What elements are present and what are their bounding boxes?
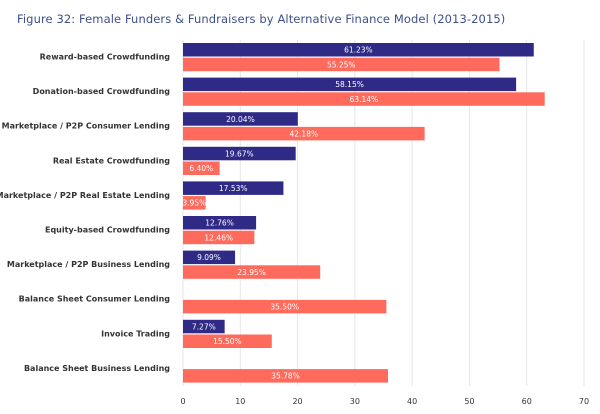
data-label: 55.25% — [327, 60, 356, 69]
category-label: Balance Sheet Business Lending — [24, 364, 170, 373]
bar-navy — [183, 319, 225, 334]
bar-navy — [183, 181, 284, 195]
data-label: 7.27% — [192, 322, 216, 331]
chart-title: Figure 32: Female Funders & Fundraisers … — [17, 12, 506, 26]
category-label: Donation-based Crowdfunding — [33, 87, 171, 96]
data-label: 17.53% — [219, 184, 248, 193]
data-label: 58.15% — [335, 80, 364, 89]
data-label: 3.95% — [182, 199, 206, 208]
data-label: 20.04% — [226, 115, 255, 124]
bar-coral — [183, 230, 255, 245]
bar-navy — [183, 146, 296, 161]
bar-navy — [183, 250, 236, 265]
category-label: Marketplace / P2P Business Lending — [7, 260, 170, 269]
data-label: 9.09% — [197, 253, 221, 262]
x-tick-label: 10 — [235, 397, 245, 406]
category-label: Marketplace / P2P Real Estate Lending — [0, 191, 170, 200]
x-tick-label: 40 — [407, 397, 417, 406]
x-tick-label: 60 — [522, 397, 532, 406]
data-label: 12.76% — [205, 219, 234, 228]
x-tick-label: 0 — [180, 397, 185, 406]
data-label: 15.50% — [213, 337, 242, 346]
data-label: 35.50% — [270, 302, 299, 311]
bar-coral — [183, 334, 272, 348]
bar-coral — [183, 265, 321, 279]
data-label: 42.18% — [290, 129, 319, 138]
x-tick-label: 30 — [350, 397, 360, 406]
bar-coral — [183, 126, 425, 141]
data-label: 23.95% — [237, 268, 266, 277]
bar-coral — [183, 161, 220, 175]
category-label: Invoice Trading — [101, 329, 170, 338]
bar-coral — [183, 299, 387, 314]
x-tick-label: 50 — [464, 397, 474, 406]
bar-coral — [183, 57, 500, 72]
category-label: Real Estate Crowdfunding — [53, 156, 170, 165]
data-label: 6.40% — [189, 164, 213, 173]
data-label: 35.78% — [271, 372, 300, 381]
bar-coral — [183, 369, 388, 383]
data-label: 61.23% — [344, 46, 373, 55]
category-label: Marketplace / P2P Consumer Lending — [2, 122, 171, 131]
data-label: 19.67% — [225, 149, 254, 158]
data-label: 63.14% — [350, 95, 379, 104]
bar-navy — [183, 43, 534, 57]
bar-coral — [183, 92, 545, 106]
bar-navy — [183, 216, 257, 230]
data-label: 12.46% — [204, 233, 233, 242]
x-tick-label: 70 — [579, 397, 589, 406]
category-label: Equity-based Crowdfunding — [45, 226, 170, 235]
bar-navy — [183, 77, 517, 92]
x-tick-label: 20 — [292, 397, 302, 406]
category-label: Reward-based Crowdfunding — [40, 53, 171, 62]
bar-coral — [183, 196, 206, 210]
bar-navy — [183, 112, 298, 126]
category-label: Balance Sheet Consumer Lending — [19, 295, 171, 304]
